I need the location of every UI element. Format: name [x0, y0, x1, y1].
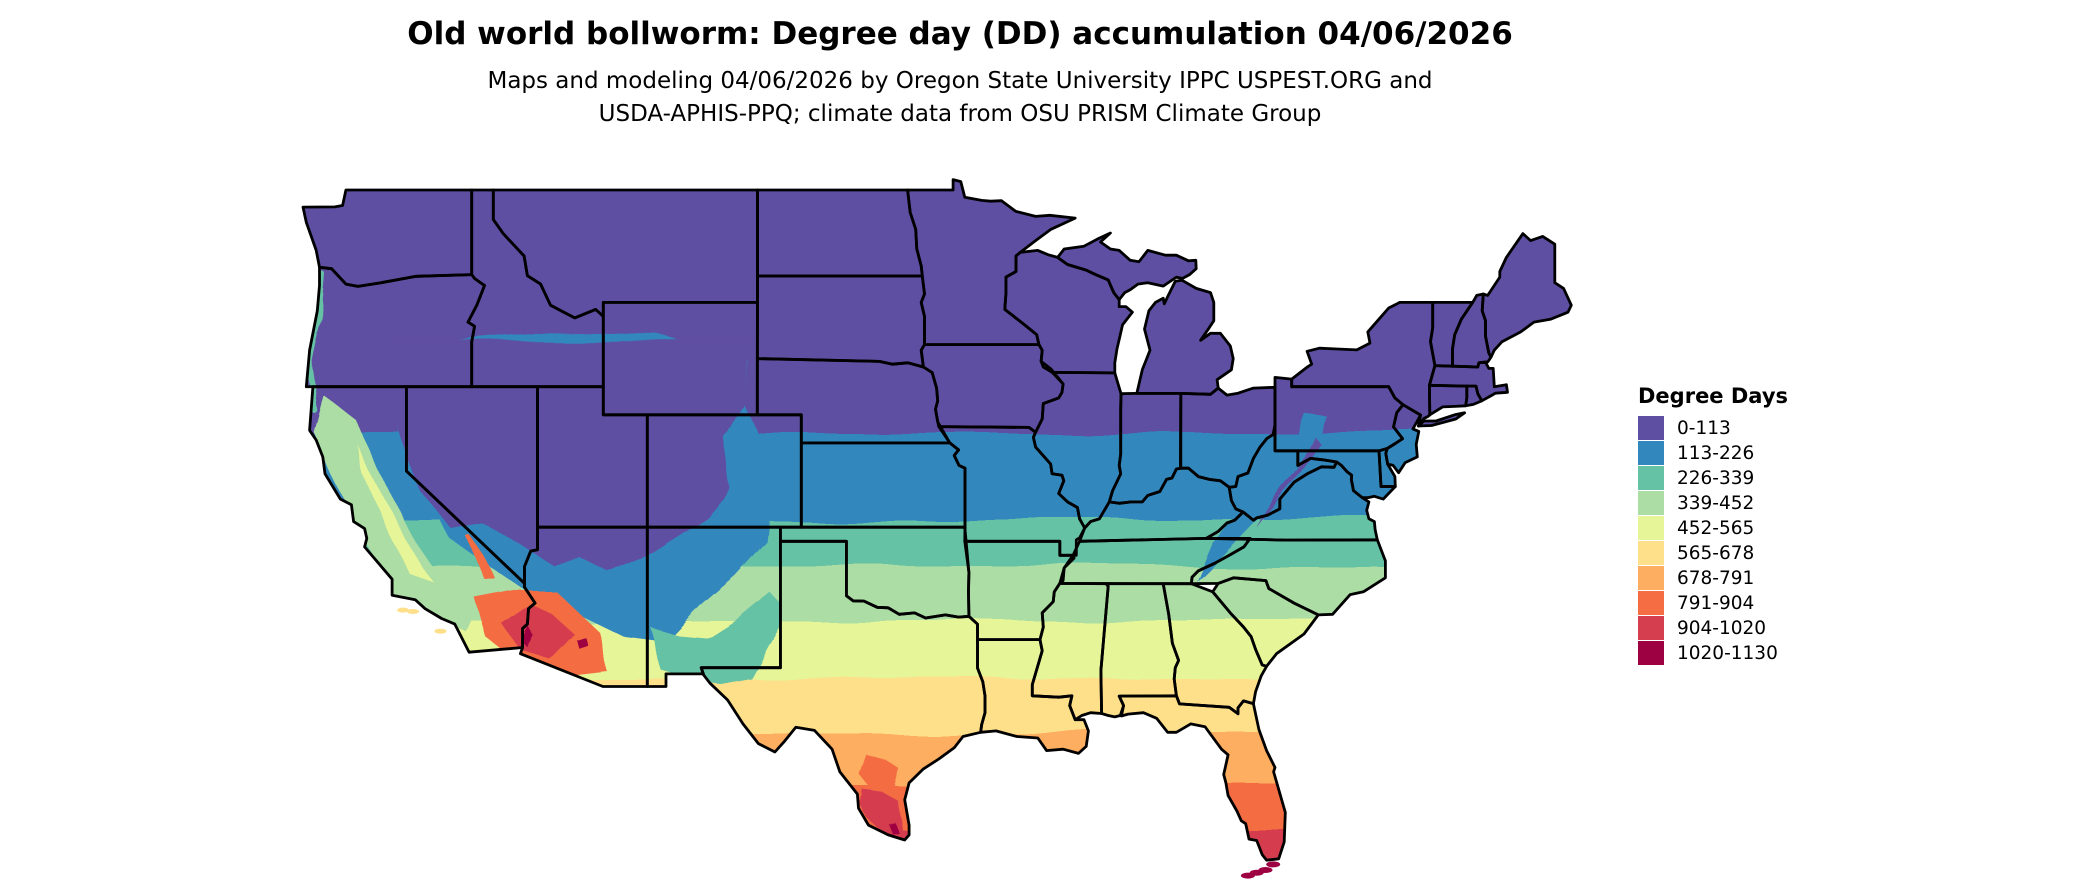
- legend-item-label: 1020-1130: [1677, 642, 1778, 664]
- state-border-nj: [1384, 403, 1422, 475]
- legend-title: Degree Days: [1638, 384, 1789, 408]
- legend-item: 339-452: [1638, 491, 1788, 515]
- legend-item: 565-678: [1638, 541, 1788, 565]
- channel-islands: [397, 607, 447, 634]
- legend-item-label: 565-678: [1677, 542, 1755, 564]
- legend-swatch: [1638, 541, 1664, 565]
- legend-swatch: [1638, 616, 1664, 640]
- legend-swatch: [1638, 516, 1664, 540]
- legend-item-label: 452-565: [1677, 517, 1755, 539]
- legend-item: 0-113: [1638, 416, 1788, 440]
- state-border-fl: [1117, 694, 1287, 862]
- legend-item: 678-791: [1638, 566, 1788, 590]
- legend-swatch: [1638, 416, 1664, 440]
- state-border-tx: [699, 539, 987, 842]
- legend-item: 113-226: [1638, 441, 1788, 465]
- florida-keys: [1240, 861, 1281, 879]
- legend-item-label: 0-113: [1677, 417, 1731, 439]
- legend-swatch: [1638, 441, 1664, 465]
- map-title: Old world bollworm: Degree day (DD) accu…: [407, 16, 1513, 52]
- map-subtitle-line2: USDA-APHIS-PPQ; climate data from OSU PR…: [598, 101, 1322, 127]
- map-subtitle-line1: Maps and modeling 04/06/2026 by Oregon S…: [487, 68, 1433, 94]
- legend-item-label: 904-1020: [1677, 617, 1767, 639]
- legend-item: 791-904: [1638, 591, 1788, 615]
- legend-swatch: [1638, 566, 1664, 590]
- state-border-az: [519, 525, 649, 688]
- state-border-up: [1056, 231, 1198, 301]
- chart-header: Old world bollworm: Degree day (DD) accu…: [0, 16, 1920, 131]
- legend-item: 904-1020: [1638, 616, 1788, 640]
- state-border-li: [1417, 411, 1466, 428]
- state-border-me: [1480, 232, 1573, 359]
- legend-item-label: 113-226: [1677, 442, 1755, 464]
- state-borders: [301, 178, 1573, 862]
- legend-item-label: 678-791: [1677, 567, 1755, 589]
- regional-overlays: [310, 333, 1329, 837]
- legend-item: 452-565: [1638, 516, 1788, 540]
- legend-item-label: 791-904: [1677, 592, 1755, 614]
- state-border-ms: [1030, 582, 1110, 722]
- legend-item: 1020-1130: [1638, 641, 1788, 665]
- legend: Degree Days 0-113 113-226 226-339 339-45…: [1638, 384, 1788, 666]
- legend-swatch: [1638, 641, 1664, 665]
- legend-swatch: [1638, 466, 1664, 490]
- legend-item-label: 339-452: [1677, 492, 1755, 514]
- map-subtitle: Maps and modeling 04/06/2026 by Oregon S…: [0, 65, 1920, 131]
- legend-swatch: [1638, 591, 1664, 615]
- legend-item-label: 226-339: [1677, 467, 1755, 489]
- degree-day-raster: [303, 179, 1572, 861]
- state-border-mi: [1135, 278, 1235, 396]
- legend-item: 226-339: [1638, 466, 1788, 490]
- legend-swatch: [1638, 491, 1664, 515]
